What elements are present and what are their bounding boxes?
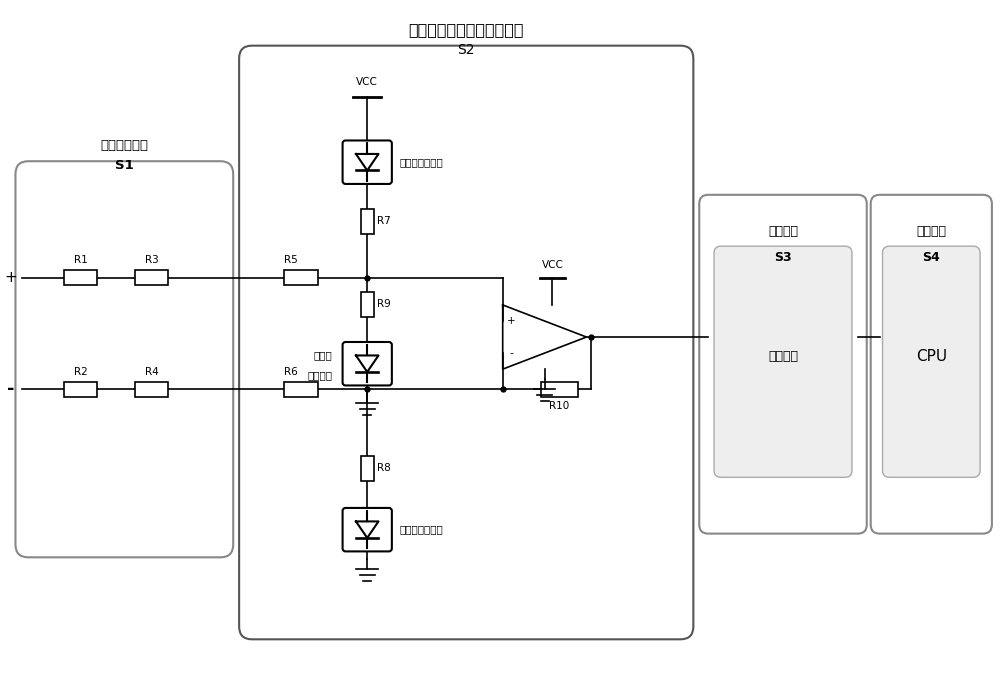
Text: VCC: VCC bbox=[356, 77, 378, 87]
Text: R7: R7 bbox=[377, 216, 391, 226]
Text: CPU: CPU bbox=[916, 349, 947, 364]
Text: 二极管阻断单元: 二极管阻断单元 bbox=[400, 524, 443, 535]
Text: R8: R8 bbox=[377, 464, 391, 473]
Text: -: - bbox=[7, 381, 14, 398]
Text: R5: R5 bbox=[284, 255, 298, 265]
Bar bbox=[64, 270, 97, 285]
Text: -: - bbox=[510, 348, 514, 358]
Text: R6: R6 bbox=[284, 366, 298, 376]
Bar bbox=[361, 209, 374, 235]
FancyBboxPatch shape bbox=[699, 195, 867, 533]
Bar bbox=[284, 270, 318, 285]
Text: 滤波电路: 滤波电路 bbox=[768, 226, 798, 239]
FancyBboxPatch shape bbox=[343, 342, 392, 385]
Text: 滤波电路: 滤波电路 bbox=[768, 350, 798, 363]
Text: R9: R9 bbox=[377, 299, 391, 310]
Text: S2: S2 bbox=[457, 42, 475, 57]
Text: VCC: VCC bbox=[542, 260, 563, 270]
Text: R3: R3 bbox=[145, 255, 158, 265]
FancyBboxPatch shape bbox=[343, 508, 392, 552]
Text: R2: R2 bbox=[74, 366, 87, 376]
FancyBboxPatch shape bbox=[239, 46, 693, 639]
Bar bbox=[135, 382, 168, 397]
Text: 二极管: 二极管 bbox=[314, 350, 333, 360]
Bar bbox=[541, 382, 578, 397]
FancyBboxPatch shape bbox=[343, 140, 392, 184]
Text: 带阻断功能的差分采样电路: 带阻断功能的差分采样电路 bbox=[408, 22, 524, 37]
Text: R4: R4 bbox=[145, 366, 158, 376]
FancyBboxPatch shape bbox=[871, 195, 992, 533]
Text: S1: S1 bbox=[115, 159, 134, 172]
Text: S4: S4 bbox=[922, 251, 940, 264]
Text: S3: S3 bbox=[774, 251, 792, 264]
Text: 高阻隔离电路: 高阻隔离电路 bbox=[100, 139, 148, 152]
Text: R10: R10 bbox=[549, 401, 569, 411]
Text: 阻断单元: 阻断单元 bbox=[308, 370, 333, 381]
Bar bbox=[361, 456, 374, 481]
Text: 二极管阻断单元: 二极管阻断单元 bbox=[400, 158, 443, 167]
Bar bbox=[361, 292, 374, 317]
FancyBboxPatch shape bbox=[883, 246, 980, 477]
Text: +: + bbox=[507, 316, 516, 326]
Bar bbox=[64, 382, 97, 397]
Text: +: + bbox=[4, 270, 17, 285]
FancyBboxPatch shape bbox=[714, 246, 852, 477]
FancyBboxPatch shape bbox=[15, 161, 233, 557]
Text: R1: R1 bbox=[74, 255, 87, 265]
Bar bbox=[284, 382, 318, 397]
Text: 控制单元: 控制单元 bbox=[916, 226, 946, 239]
Bar bbox=[135, 270, 168, 285]
